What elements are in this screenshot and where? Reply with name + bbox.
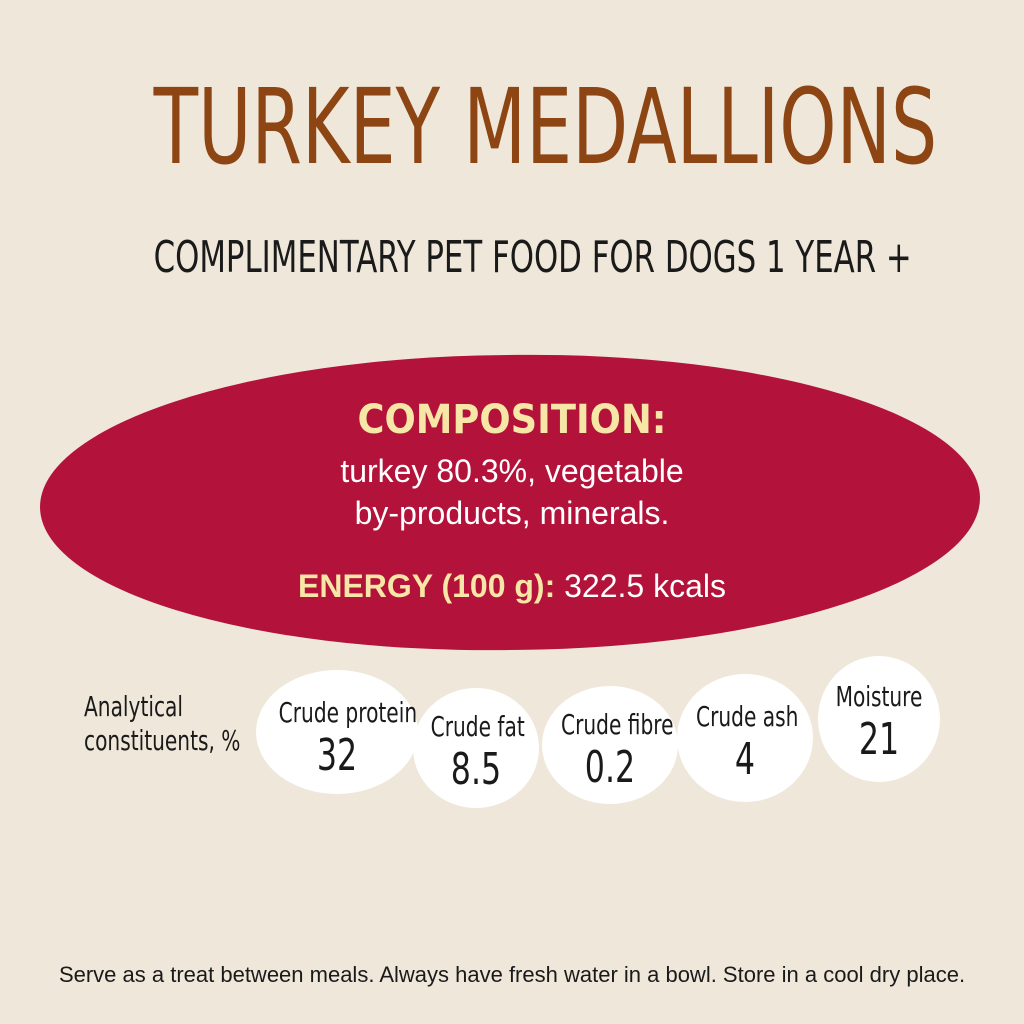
constituent-label: Moisture xyxy=(835,680,923,713)
analytical-constituents-label: Analytical constituents, % xyxy=(84,690,241,758)
constituent-value: 32 xyxy=(316,730,358,781)
footer-instructions: Serve as a treat between meals. Always h… xyxy=(58,962,966,987)
composition-heading: COMPOSITION: xyxy=(357,397,667,443)
energy-value: 322.5 kcals xyxy=(564,568,726,604)
constituent-crude-fibre: Crude fibre 0.2 xyxy=(542,686,678,804)
constituent-value: 0.2 xyxy=(584,742,636,793)
constituent-crude-ash: Crude ash 4 xyxy=(677,674,813,802)
analytical-label-line-2: constituents, % xyxy=(84,724,241,757)
energy-info: ENERGY (100 g): 322.5 kcals xyxy=(0,564,1024,608)
product-title: TURKEY MEDALLIONS xyxy=(153,66,938,188)
constituent-label: Crude protein xyxy=(278,696,418,729)
constituent-value: 21 xyxy=(858,714,900,765)
constituent-value: 4 xyxy=(734,734,756,785)
composition-line-2: by-products, minerals. xyxy=(354,495,670,531)
composition-line-1: turkey 80.3%, vegetable xyxy=(340,453,684,489)
constituent-moisture: Moisture 21 xyxy=(818,656,940,782)
constituent-label: Crude ash xyxy=(696,700,799,733)
product-subtitle: COMPLIMENTARY PET FOOD FOR DOGS 1 YEAR + xyxy=(153,232,912,283)
energy-label: ENERGY (100 g): xyxy=(297,568,556,604)
analytical-label-line-1: Analytical xyxy=(84,690,183,723)
constituent-label: Crude fat xyxy=(430,710,525,743)
composition-text: turkey 80.3%, vegetable by-products, min… xyxy=(232,450,792,534)
constituent-crude-fat: Crude fat 8.5 xyxy=(413,688,539,808)
constituent-label: Crude fibre xyxy=(561,708,674,741)
constituent-crude-protein: Crude protein 32 xyxy=(256,670,418,794)
constituent-value: 8.5 xyxy=(450,744,502,795)
